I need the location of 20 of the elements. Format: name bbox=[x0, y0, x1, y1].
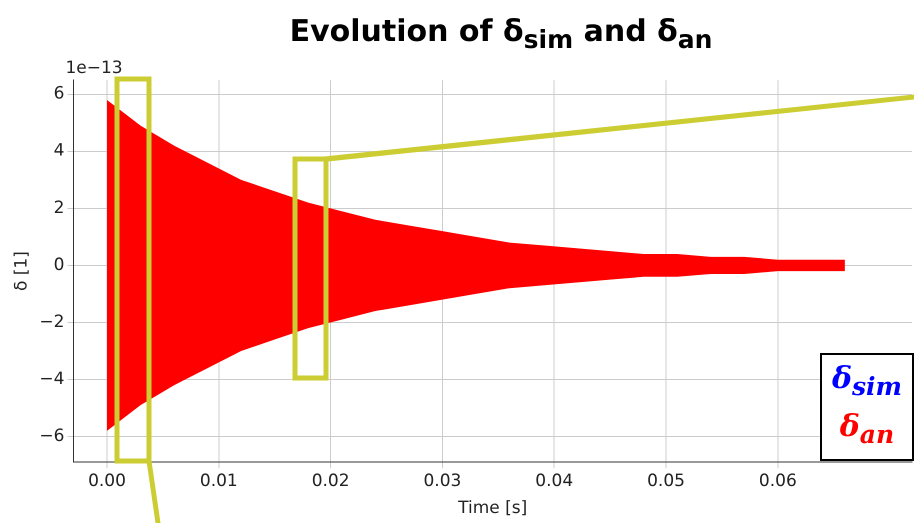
y-tick-label: −4 bbox=[39, 368, 64, 389]
y-tick-label: −2 bbox=[39, 312, 64, 332]
legend-label: δ$_{an}$ bbox=[838, 408, 896, 451]
y-tick-label: 4 bbox=[54, 140, 64, 161]
y-axis-title: δ [1] bbox=[12, 251, 32, 292]
x-tick-label: 0.04 bbox=[535, 470, 574, 491]
x-tick-label: 0.02 bbox=[312, 470, 350, 491]
y-tick-label: 6 bbox=[54, 84, 64, 104]
x-axis-title: Time [s] bbox=[457, 498, 528, 518]
text: 1e−13 bbox=[65, 58, 123, 78]
y-tick-label: 0 bbox=[54, 254, 64, 275]
y-tick-label: 2 bbox=[54, 198, 64, 218]
x-tick-label: 0.06 bbox=[758, 470, 797, 491]
x-tick-label: 0.03 bbox=[423, 470, 462, 491]
x-tick-label: 0.01 bbox=[200, 470, 238, 491]
x-tick-label: 0.05 bbox=[647, 470, 685, 491]
legend-label: δ$_{sim}$ bbox=[832, 360, 902, 403]
chart-title: Evolution of δ$_{sim}$ and δ$_{an}$ bbox=[288, 13, 714, 56]
x-tick-label: 0.00 bbox=[88, 470, 126, 491]
y-tick-label: −6 bbox=[39, 426, 64, 446]
